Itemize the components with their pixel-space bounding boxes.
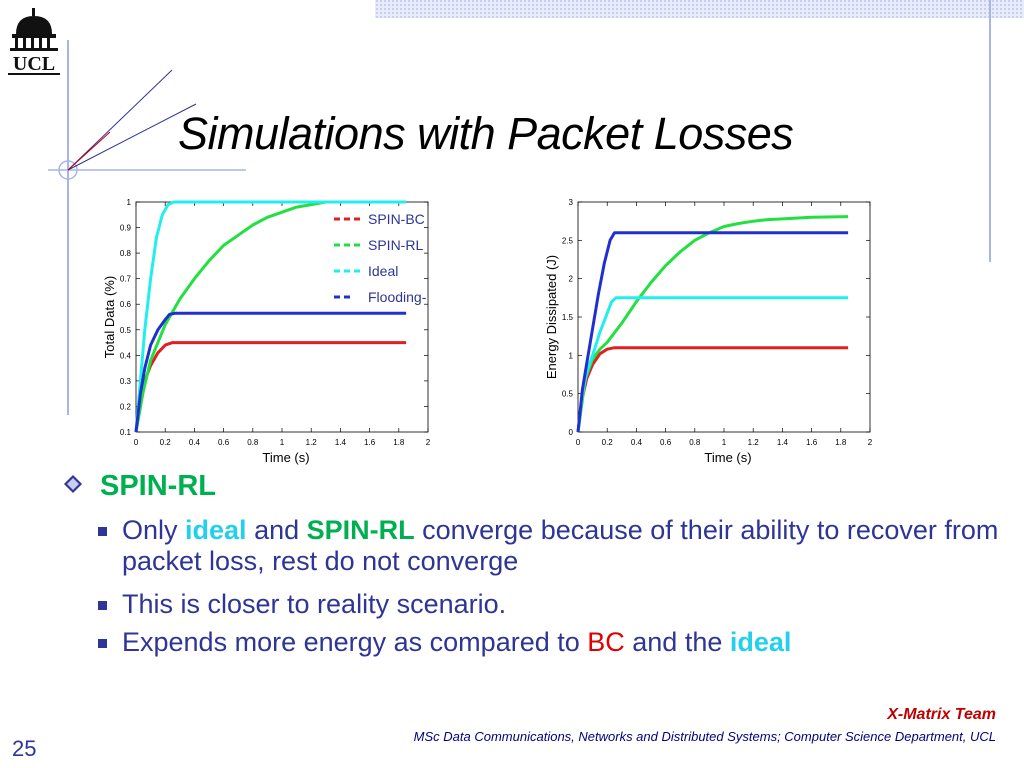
x-tick-label: 0.6	[218, 438, 230, 447]
legend-label: SPIN-RL	[368, 237, 423, 253]
ucl-logo: UCL	[2, 6, 66, 78]
x-tick-label: 0.2	[160, 438, 172, 447]
y-axis-label: Energy Dissipated (J)	[544, 255, 559, 379]
y-tick-label: 0.5	[120, 326, 132, 335]
x-tick-label: 1.2	[306, 438, 318, 447]
x-tick-label: 0.8	[689, 438, 701, 447]
y-tick-label: 2.5	[562, 236, 574, 245]
x-tick-label: 1.6	[806, 438, 818, 447]
total-data-chart: 0 0.2 0.4 0.6 0.8 1 1.2 1.4 1.6 1.8 2 0.1 0.2 0.3 0.4 0…	[102, 198, 431, 465]
x-tick-label: 0.8	[247, 438, 259, 447]
y-tick-label: 0.5	[562, 390, 574, 399]
x-tick-label: 1.4	[335, 438, 347, 447]
y-axis-label: Total Data (%)	[102, 276, 117, 358]
y-tick-label: 0.9	[120, 224, 132, 233]
diamond-bullet-icon	[64, 475, 82, 493]
plot-frame	[577, 201, 871, 433]
footer-course: MSc Data Communications, Networks and Di…	[413, 729, 996, 744]
square-bullet-icon	[98, 639, 107, 648]
x-tick-label: 1.2	[748, 438, 760, 447]
series-line-ideal	[134, 200, 407, 433]
svg-text:UCL: UCL	[13, 53, 55, 75]
series-line-flooding	[576, 231, 849, 433]
slide-title: Simulations with Packet Losses	[178, 108, 794, 159]
x-tick-label: 1.8	[393, 438, 405, 447]
legend-label: Ideal	[368, 263, 398, 279]
bullet-heading-text: SPIN-RL	[100, 470, 216, 502]
y-tick-label: 2	[569, 275, 574, 284]
x-tick-label: 1.4	[777, 438, 789, 447]
x-tick-label: 2	[868, 438, 873, 447]
y-tick-label: 0.3	[120, 377, 132, 386]
square-bullet-icon	[98, 527, 107, 536]
x-tick-label: 1.6	[364, 438, 376, 447]
y-tick-label: 1.5	[562, 313, 574, 322]
legend-label: Flooding-	[368, 289, 427, 305]
x-tick-label: 0.4	[189, 438, 201, 447]
sub-bullet-3: Expends more energy as compared to BC an…	[98, 627, 1002, 658]
y-tick-label: 0.6	[120, 300, 132, 309]
x-tick-label: 1.8	[835, 438, 847, 447]
x-axis-label: Time (s)	[262, 450, 309, 465]
y-tick-label: 1	[127, 198, 132, 207]
energy-dissipated-chart: 0 0.2 0.4 0.6 0.8 1 1.2 1.4 1.6 1.8 2 0 0.5 1 1.5 2 2.5 3…	[544, 198, 873, 465]
y-tick-label: 0.7	[120, 275, 132, 284]
legend-label: SPIN-BC	[368, 211, 425, 227]
accent-line-3	[67, 131, 111, 171]
series-line-flooding	[134, 311, 407, 433]
x-axis-label: Time (s)	[704, 450, 751, 465]
accent-line-2	[67, 103, 197, 171]
x-tick-label: 1	[280, 438, 285, 447]
x-tick-label: 2	[426, 438, 431, 447]
accent-circle	[58, 160, 78, 180]
x-tick-label: 0.6	[660, 438, 672, 447]
series-line-spin-rl	[576, 215, 849, 433]
y-tick-label: 0	[569, 428, 574, 437]
y-tick-label: 3	[569, 198, 574, 207]
footer-team: X-Matrix Team	[887, 706, 996, 723]
y-tick-label: 0.4	[120, 351, 132, 360]
x-tick-label: 0	[134, 438, 139, 447]
y-tick-label: 1	[569, 351, 574, 360]
x-tick-label: 1	[722, 438, 727, 447]
y-tick-label: 0.2	[120, 402, 132, 411]
accent-line-1	[67, 69, 173, 171]
plot-frame	[135, 201, 429, 433]
y-tick-label: 0.1	[120, 428, 132, 437]
x-tick-label: 0	[576, 438, 581, 447]
x-tick-label: 0.4	[631, 438, 643, 447]
bullet-heading: SPIN-RL	[64, 470, 216, 503]
y-tick-label: 0.8	[120, 249, 132, 258]
header-dot-band	[375, 0, 1024, 18]
square-bullet-icon	[98, 601, 107, 610]
x-tick-label: 0.2	[602, 438, 614, 447]
sub-bullet-2: This is closer to reality scenario.	[98, 589, 1002, 620]
page-number: 25	[12, 736, 37, 761]
sub-bullet-1: Only ideal and SPIN-RL converge because …	[98, 515, 1002, 577]
